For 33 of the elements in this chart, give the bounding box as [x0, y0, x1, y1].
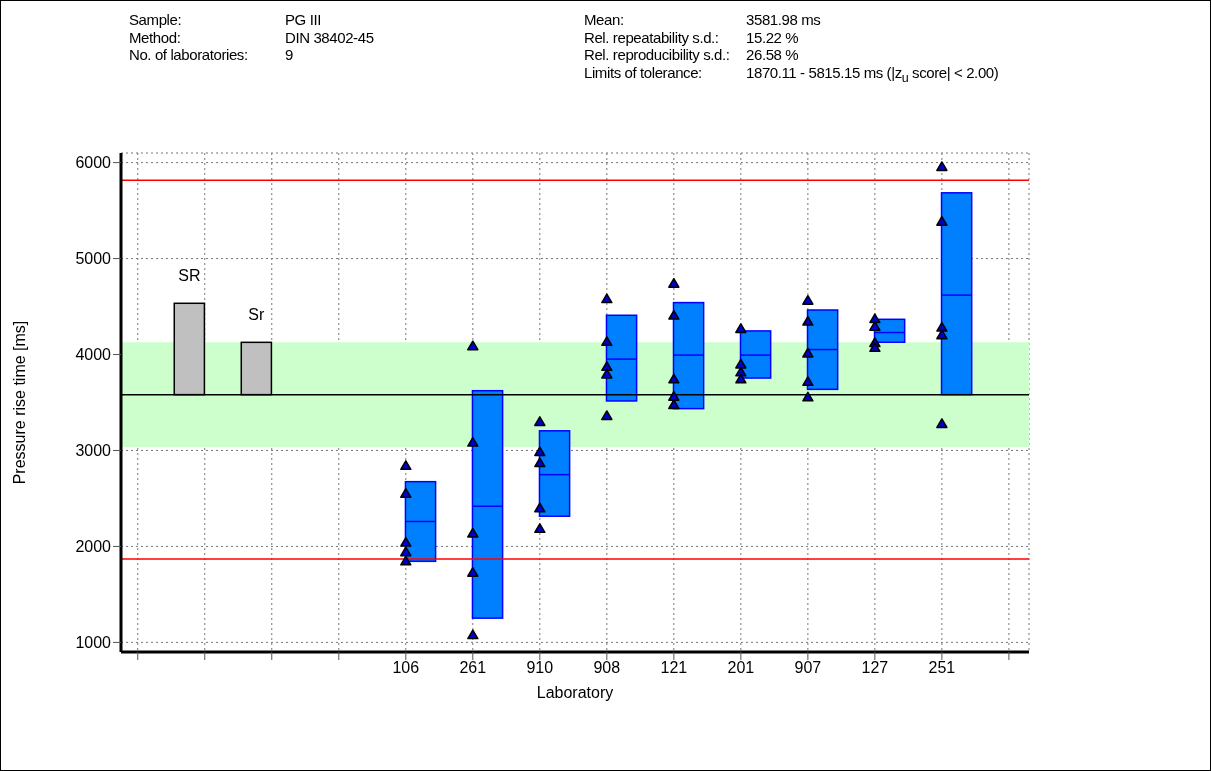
- text: DIN 38402-45: [285, 28, 374, 46]
- text: Rel. reproducibility s.d.:: [584, 46, 730, 64]
- x-tick-label: 908: [593, 659, 621, 677]
- x-tick-label: 261: [459, 659, 487, 677]
- x-tick-label: 127: [861, 659, 889, 677]
- text: 15.22 %: [746, 28, 799, 46]
- text: 1870.11 - 5815.15 ms (|z$_{u}$ score| < 2.00): [746, 63, 999, 87]
- text: 3581.98 ms: [746, 11, 821, 29]
- text: PG III: [285, 11, 321, 29]
- y-tick-label: 4000: [75, 346, 112, 364]
- text: 26.58 %: [746, 46, 799, 64]
- y-tick-label: 2000: [75, 538, 112, 556]
- x-axis-title: Laboratory: [536, 684, 614, 701]
- y-tick-label: 3000: [75, 442, 112, 460]
- data-label: SR: [178, 267, 201, 285]
- y-tick-label: 6000: [75, 154, 112, 172]
- x-tick-label: 251: [928, 659, 956, 677]
- text: Sample:: [129, 11, 182, 29]
- text: Limits of tolerance:: [584, 63, 702, 81]
- text: Method:: [129, 28, 181, 46]
- x-tick-label: 106: [392, 659, 420, 677]
- x-tick-label: 121: [660, 659, 688, 677]
- text: Mean:: [584, 11, 624, 29]
- y-tick-label: 1000: [75, 634, 112, 652]
- text: Rel. repeatability s.d.:: [584, 28, 719, 46]
- text: No. of laboratories:: [129, 46, 248, 64]
- x-tick-label: 910: [526, 659, 554, 677]
- x-tick-label: 907: [794, 659, 822, 677]
- y-axis-title: Pressure rise time [ms]: [10, 320, 28, 485]
- y-tick-label: 5000: [75, 250, 112, 268]
- text: 9: [285, 46, 293, 64]
- x-tick-label: 201: [727, 659, 755, 677]
- data-label: Sr: [248, 306, 266, 324]
